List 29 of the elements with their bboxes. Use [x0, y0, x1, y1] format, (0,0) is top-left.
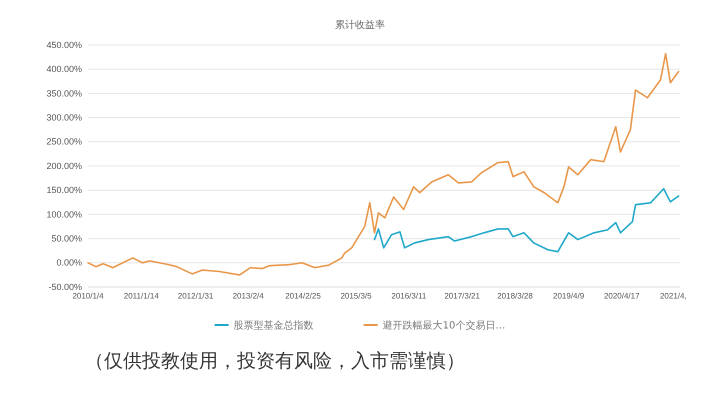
y-tick-label: 300.00%	[46, 112, 82, 122]
y-tick-label: 100.00%	[46, 209, 82, 220]
x-tick-label: 2017/3/21	[444, 292, 480, 301]
y-tick-label: 350.00%	[46, 88, 82, 98]
legend-label: 股票型基金总指数	[234, 320, 314, 332]
y-tick-label: 450.00%	[46, 40, 82, 50]
y-tick-label: 150.00%	[46, 185, 82, 196]
x-tick-label: 2010/1/4	[72, 292, 104, 301]
line-series	[87, 52, 680, 276]
y-tick-label: 0.00%	[56, 258, 82, 268]
x-tick-label: 2019/4/9	[553, 292, 585, 301]
x-tick-label: 2012/1/31	[178, 292, 214, 301]
x-tick-label: 2016/3/11	[391, 292, 427, 301]
x-tick-label: 2020/4/17	[604, 292, 640, 301]
x-tick-label: 2015/3/5	[340, 292, 372, 301]
legend-label: 避开跌幅最大10个交易日…	[382, 320, 506, 332]
line-series	[374, 188, 680, 252]
x-tick-label: 2014/2/25	[285, 292, 322, 301]
x-tick-label: 2018/3/28	[497, 292, 534, 301]
x-tick-label: 2021/4,	[660, 292, 687, 301]
x-tick-label: 2013/2/4	[232, 292, 264, 301]
y-tick-label: -50.00%	[48, 282, 82, 292]
y-tick-label: 200.00%	[46, 160, 82, 171]
y-tick-label: 400.00%	[46, 64, 82, 74]
y-tick-label: 50.00%	[51, 233, 82, 244]
chart-title: 累计收益率	[335, 19, 385, 31]
x-tick-label: 2011/1/14	[124, 292, 160, 301]
y-tick-label: 250.00%	[46, 136, 82, 147]
text: （仅供投教使用，投资有风险，入市需谨慎）	[85, 350, 465, 372]
